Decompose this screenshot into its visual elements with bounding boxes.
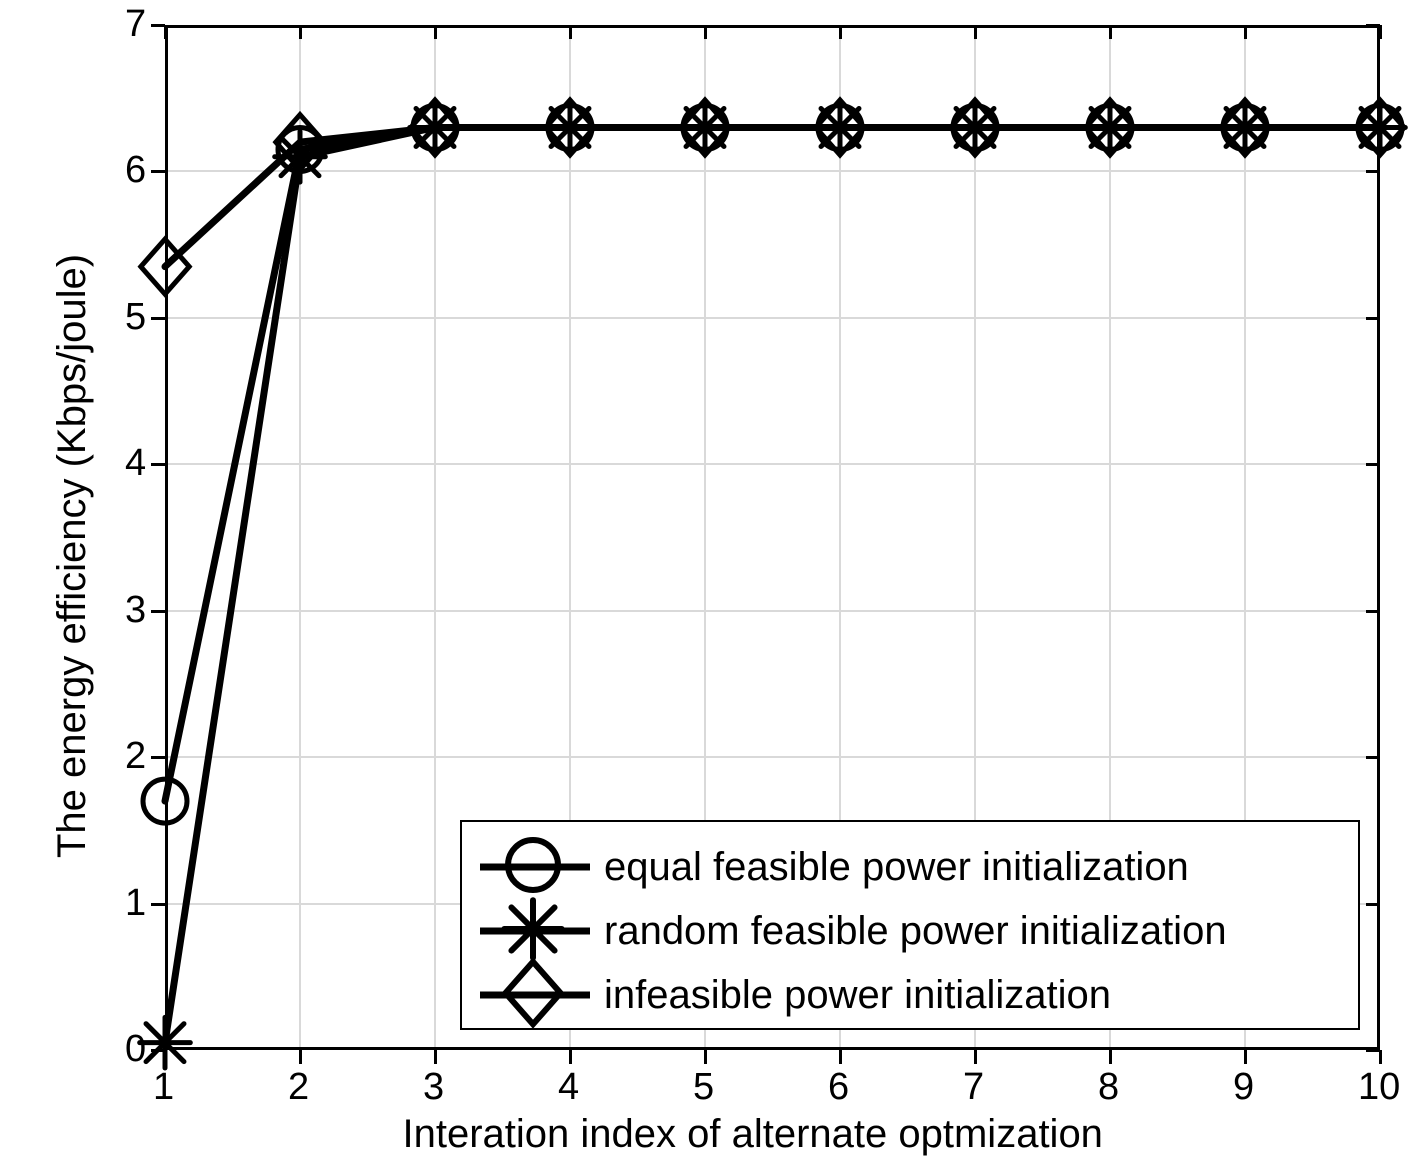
asterisk-marker bbox=[950, 102, 1001, 153]
asterisk-marker bbox=[140, 1017, 191, 1068]
asterisk-marker bbox=[545, 102, 596, 153]
diamond-marker bbox=[506, 962, 561, 1025]
asterisk-marker bbox=[410, 102, 461, 153]
asterisk-marker bbox=[275, 131, 326, 182]
asterisk-marker bbox=[680, 102, 731, 153]
asterisk-marker bbox=[1220, 102, 1271, 153]
chart-container: The energy efficiency (Kbps/joule) Inter… bbox=[0, 0, 1415, 1154]
asterisk-marker bbox=[815, 102, 866, 153]
asterisk-marker bbox=[1085, 102, 1136, 153]
circle-marker bbox=[508, 840, 558, 890]
asterisk-marker bbox=[1355, 102, 1406, 153]
series-line bbox=[165, 128, 1380, 802]
plot-svg bbox=[0, 0, 1415, 1154]
asterisk-marker bbox=[504, 900, 562, 958]
series-line bbox=[165, 128, 1380, 1043]
